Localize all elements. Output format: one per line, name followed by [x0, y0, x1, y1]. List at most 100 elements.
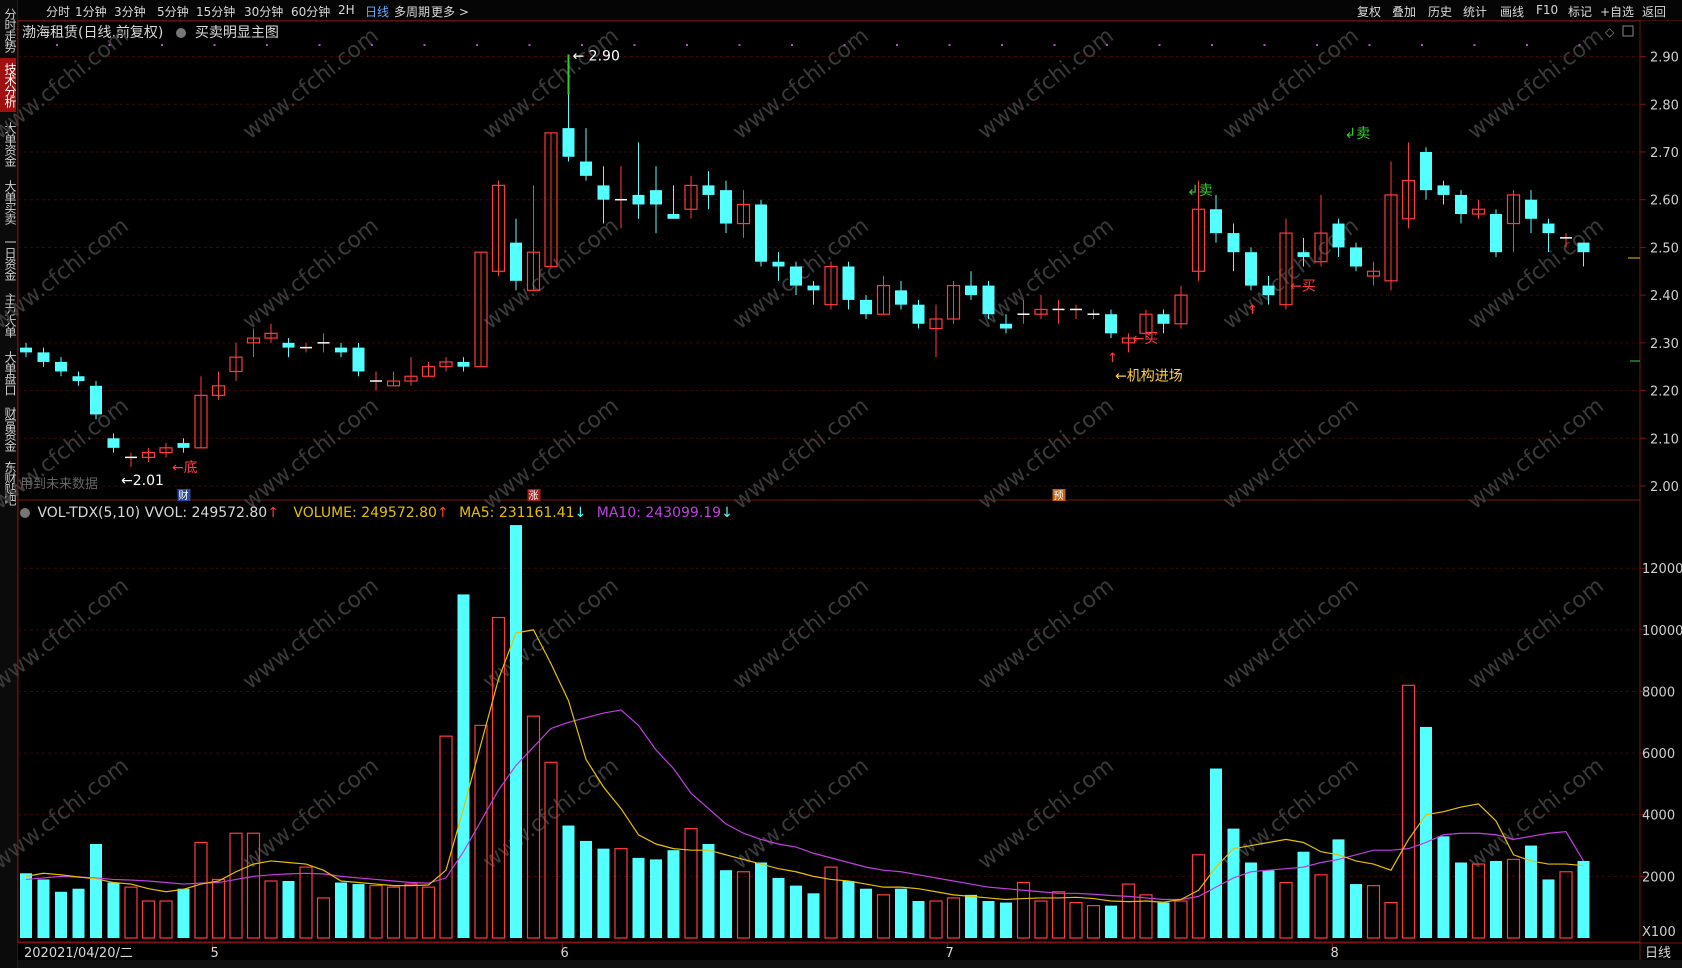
volume-bar-up: [229, 832, 243, 939]
volume-bar-up: [1139, 894, 1153, 939]
toolbar-action-1[interactable]: 叠加: [1392, 5, 1417, 19]
sell-signal-label: ↲卖: [1187, 183, 1213, 199]
toolbar-action-0[interactable]: 复权: [1357, 5, 1382, 19]
volume-bar-up: [1559, 871, 1573, 939]
candle-up: [491, 184, 506, 272]
volume-tick-label: 4000: [1642, 809, 1675, 824]
volume-bar-down: [1350, 884, 1362, 938]
volume-bar-up: [824, 866, 838, 939]
watermark: www.cfchi.com: [973, 393, 1118, 514]
side-tab-0[interactable]: 分时走势: [3, 8, 17, 52]
candle-down: [1332, 223, 1345, 248]
candle-up: [386, 380, 401, 387]
period-tab-8[interactable]: 日线: [365, 5, 390, 19]
volume-bar-up: [1016, 881, 1031, 939]
toolbar-action-8[interactable]: 返回: [1642, 5, 1667, 19]
volume-indicator-name[interactable]: VOL-TDX(5,10): [37, 505, 141, 521]
watermark: www.cfchi.com: [478, 393, 623, 514]
signal-dot: [161, 44, 163, 46]
volume-bar-down: [702, 844, 715, 938]
period-tab-1[interactable]: 1分钟: [75, 5, 107, 19]
toolbar-action-7[interactable]: +自选: [1600, 5, 1635, 19]
volume-bar-down: [457, 594, 470, 938]
candle-up: [1314, 232, 1328, 263]
candle-down: [37, 352, 50, 362]
watermark: www.cfchi.com: [973, 573, 1118, 694]
volume-unit-label: X100: [1642, 925, 1676, 940]
toolbar-action-2[interactable]: 历史: [1428, 5, 1453, 19]
volume-bar-up: [386, 886, 401, 939]
toolbar-action-5[interactable]: F10: [1536, 3, 1559, 17]
candle-down: [1105, 314, 1117, 334]
volume-toggle-icon[interactable]: [20, 508, 30, 518]
side-tab-6[interactable]: 大单盘口: [3, 351, 17, 395]
period-tab-6[interactable]: 60分钟: [291, 5, 331, 19]
volume-tick-label: 12000: [1642, 562, 1682, 577]
side-tab-7[interactable]: 财富资金: [3, 407, 17, 451]
volume-bar-up: [124, 886, 138, 939]
toolbar-action-3[interactable]: 统计: [1463, 5, 1488, 19]
period-tab-7[interactable]: 2H: [338, 3, 355, 17]
date-start-label: 202021/04/20/二: [24, 946, 133, 961]
stock-title[interactable]: 渤海租赁(日线,前复权): [22, 25, 164, 41]
candle-down: [335, 347, 347, 353]
event-tag-0: 财: [179, 489, 189, 502]
period-tab-3[interactable]: 5分钟: [157, 5, 189, 19]
event-tag-2: 预: [1054, 490, 1064, 502]
side-tab-4[interactable]: 一日资金: [3, 236, 17, 280]
side-tab-5[interactable]: 主力大单: [3, 293, 17, 337]
candle-up: [684, 184, 698, 210]
candle-down: [20, 347, 32, 353]
volume-bar-up: [946, 897, 961, 939]
period-tab-5[interactable]: 30分钟: [244, 5, 284, 19]
volume-bar-down: [20, 873, 32, 938]
period-tab-9[interactable]: 多周期: [394, 5, 431, 19]
candle-down: [772, 261, 785, 267]
signal-dot: [1211, 44, 1213, 46]
candle-down: [790, 266, 802, 286]
side-tab-2[interactable]: 大单资金: [3, 122, 17, 166]
chart-maximize-icon: [1622, 25, 1634, 37]
period-tab-0[interactable]: 分时: [46, 5, 71, 19]
volume-bar-down: [1227, 828, 1240, 938]
candle-down: [650, 190, 662, 205]
watermark: www.cfchi.com: [478, 23, 623, 144]
buy-signal-label: ←买: [1133, 331, 1159, 347]
price-tick-label: 2.80: [1650, 98, 1679, 113]
volume-bar-down: [37, 879, 50, 938]
buy-arrow-icon: ↑: [1247, 303, 1258, 318]
candle-down: [632, 194, 645, 205]
price-tick-label: 2.20: [1650, 385, 1679, 400]
indicator-toggle-icon[interactable]: [175, 28, 186, 38]
signal-dot: [266, 44, 268, 46]
period-tab-2[interactable]: 3分钟: [114, 5, 146, 19]
period-tab-10[interactable]: 更多 >: [431, 5, 469, 19]
bottom-indicator-bar[interactable]: [18, 960, 1682, 968]
side-tab-3[interactable]: 大单买卖: [3, 180, 17, 224]
candle-down: [982, 285, 995, 315]
volume-bar-down: [562, 825, 575, 938]
candle-up: [421, 366, 436, 377]
candle-up: [876, 284, 891, 315]
volume-bar-up: [421, 886, 436, 939]
indicator-name[interactable]: 买卖明显主图: [194, 25, 279, 41]
side-tab-1[interactable]: 技术分析: [0, 58, 17, 112]
volume-bar-up: [246, 832, 261, 939]
event-tag-box: [177, 489, 191, 501]
volume-bar-down: [1525, 845, 1537, 938]
toolbar-action-6[interactable]: 标记: [1568, 5, 1593, 19]
volume-bar-up: [194, 841, 208, 939]
volume-bar-up: [876, 894, 891, 939]
period-tab-4[interactable]: 15分钟: [196, 5, 236, 19]
side-tab-8[interactable]: 东财贴吧: [3, 461, 17, 505]
ma10-down-arrow-icon: ↓: [721, 505, 733, 521]
watermark: www.cfchi.com: [1218, 393, 1363, 514]
volume-bar-down: [755, 862, 767, 938]
candle-up: [526, 251, 541, 291]
candle-up: [1471, 208, 1486, 215]
ma10-line: [25, 709, 1585, 901]
toolbar-action-4[interactable]: 画线: [1500, 5, 1525, 19]
candle-down: [842, 266, 855, 300]
month-label-3: 8: [1331, 946, 1339, 961]
